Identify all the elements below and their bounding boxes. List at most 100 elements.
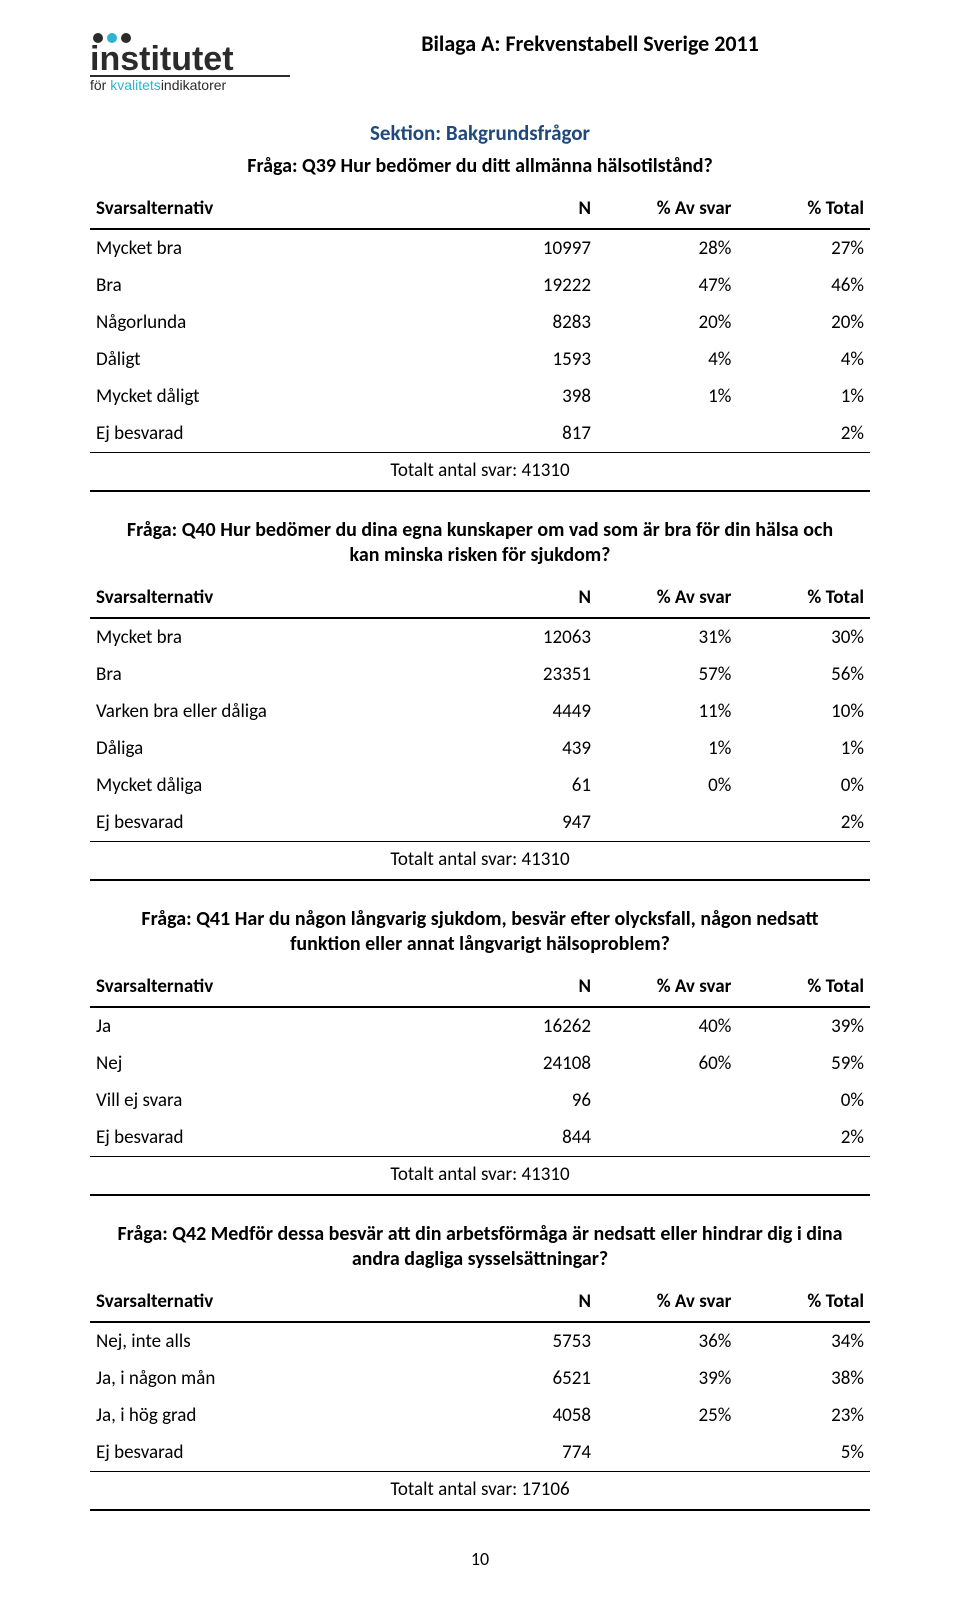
cell-label: Nej [90, 1045, 464, 1082]
frequency-table: SvarsalternativN% Av svar% TotalJa162624… [90, 969, 870, 1196]
column-header-av: % Av svar [597, 1284, 737, 1322]
cell-n: 10997 [464, 229, 597, 267]
frequency-table: SvarsalternativN% Av svar% TotalMycket b… [90, 580, 870, 881]
cell-n: 4449 [464, 693, 597, 730]
cell-av: 47% [597, 267, 737, 304]
cell-av: 1% [597, 730, 737, 767]
cell-av: 28% [597, 229, 737, 267]
cell-label: Ja, i hög grad [90, 1397, 464, 1434]
cell-n: 12063 [464, 618, 597, 656]
cell-label: Dåligt [90, 341, 464, 378]
cell-n: 8283 [464, 304, 597, 341]
logo-word-top: institutet [90, 40, 234, 78]
table-row: Mycket bra1099728%27% [90, 229, 870, 267]
cell-total: 39% [737, 1007, 870, 1045]
cell-label: Mycket dåliga [90, 767, 464, 804]
table-row: Vill ej svara960% [90, 1082, 870, 1119]
cell-label: Ej besvarad [90, 1434, 464, 1472]
cell-label: Ej besvarad [90, 1119, 464, 1157]
cell-av [597, 1119, 737, 1157]
question-text: Fråga: Q41 Har du någon långvarig sjukdo… [90, 907, 870, 957]
table-row: Nej2410860%59% [90, 1045, 870, 1082]
cell-label: Dåliga [90, 730, 464, 767]
cell-av: 20% [597, 304, 737, 341]
cell-label: Mycket dåligt [90, 378, 464, 415]
table-row: Ja1626240%39% [90, 1007, 870, 1045]
table-row: Ej besvarad8442% [90, 1119, 870, 1157]
cell-label: Bra [90, 267, 464, 304]
total-row: Totalt antal svar: 41310 [90, 1157, 870, 1196]
document-header: institutet för kvalitetsindikatorer Bila… [90, 30, 870, 92]
column-header-n: N [464, 191, 597, 229]
institutet-logo: institutet för kvalitetsindikatorer [90, 30, 290, 92]
cell-av: 25% [597, 1397, 737, 1434]
cell-label: Ja [90, 1007, 464, 1045]
cell-n: 16262 [464, 1007, 597, 1045]
cell-label: Ej besvarad [90, 415, 464, 453]
column-header-label: Svarsalternativ [90, 1284, 464, 1322]
column-header-av: % Av svar [597, 969, 737, 1007]
question-text: Fråga: Q42 Medför dessa besvär att din a… [90, 1222, 870, 1272]
cell-label: Någorlunda [90, 304, 464, 341]
table-row: Ej besvarad947 2% [90, 804, 870, 842]
cell-av: 1% [597, 378, 737, 415]
cell-n: 61 [464, 767, 597, 804]
column-header-total: % Total [737, 1284, 870, 1322]
cell-av: 36% [597, 1322, 737, 1360]
cell-av: 0% [597, 767, 737, 804]
table-row: Någorlunda828320%20% [90, 304, 870, 341]
cell-av [597, 415, 737, 453]
section-title: Sektion: Bakgrundsfrågor [90, 120, 870, 146]
column-header-av: % Av svar [597, 580, 737, 618]
cell-n: 947 [464, 804, 597, 842]
table-row: Ja, i någon mån652139%38% [90, 1360, 870, 1397]
cell-total: 1% [737, 378, 870, 415]
column-header-av: % Av svar [597, 191, 737, 229]
table-row: Ej besvarad774 5% [90, 1434, 870, 1472]
cell-n: 96 [464, 1082, 597, 1119]
table-row: Mycket dåliga610%0% [90, 767, 870, 804]
cell-total: 2% [737, 804, 870, 842]
cell-total: 5% [737, 1434, 870, 1472]
total-count: Totalt antal svar: 41310 [90, 842, 870, 881]
cell-label: Ja, i någon mån [90, 1360, 464, 1397]
cell-n: 774 [464, 1434, 597, 1472]
table-row: Mycket dåligt3981%1% [90, 378, 870, 415]
cell-total: 0% [737, 767, 870, 804]
cell-label: Varken bra eller dåliga [90, 693, 464, 730]
cell-n: 24108 [464, 1045, 597, 1082]
cell-total: 34% [737, 1322, 870, 1360]
cell-av: 57% [597, 656, 737, 693]
cell-n: 6521 [464, 1360, 597, 1397]
table-row: Bra2335157%56% [90, 656, 870, 693]
column-header-n: N [464, 1284, 597, 1322]
column-header-total: % Total [737, 969, 870, 1007]
cell-total: 56% [737, 656, 870, 693]
cell-label: Nej, inte alls [90, 1322, 464, 1360]
document-title: Bilaga A: Frekvenstabell Sverige 2011 [310, 30, 870, 57]
cell-av: 11% [597, 693, 737, 730]
cell-total: 46% [737, 267, 870, 304]
cell-label: Ej besvarad [90, 804, 464, 842]
question-text: Fråga: Q39 Hur bedömer du ditt allmänna … [90, 154, 870, 179]
cell-n: 817 [464, 415, 597, 453]
frequency-table: SvarsalternativN% Av svar% Total Nej, int… [90, 1284, 870, 1511]
column-header-n: N [464, 580, 597, 618]
cell-av: 39% [597, 1360, 737, 1397]
column-header-label: Svarsalternativ [90, 191, 464, 229]
total-count: Totalt antal svar: 17106 [90, 1472, 870, 1511]
table-row: Ej besvarad8172% [90, 415, 870, 453]
table-row: Dåliga4391%1% [90, 730, 870, 767]
table-row: Mycket bra1206331%30% [90, 618, 870, 656]
cell-label: Mycket bra [90, 229, 464, 267]
cell-total: 10% [737, 693, 870, 730]
cell-n: 439 [464, 730, 597, 767]
cell-n: 19222 [464, 267, 597, 304]
cell-label: Vill ej svara [90, 1082, 464, 1119]
total-row: Totalt antal svar: 41310 [90, 453, 870, 492]
total-row: Totalt antal svar: 41310 [90, 842, 870, 881]
logo-word-bottom: för kvalitetsindikatorer [90, 77, 227, 92]
cell-av: 31% [597, 618, 737, 656]
total-row: Totalt antal svar: 17106 [90, 1472, 870, 1511]
table-row: Varken bra eller dåliga444911%10% [90, 693, 870, 730]
